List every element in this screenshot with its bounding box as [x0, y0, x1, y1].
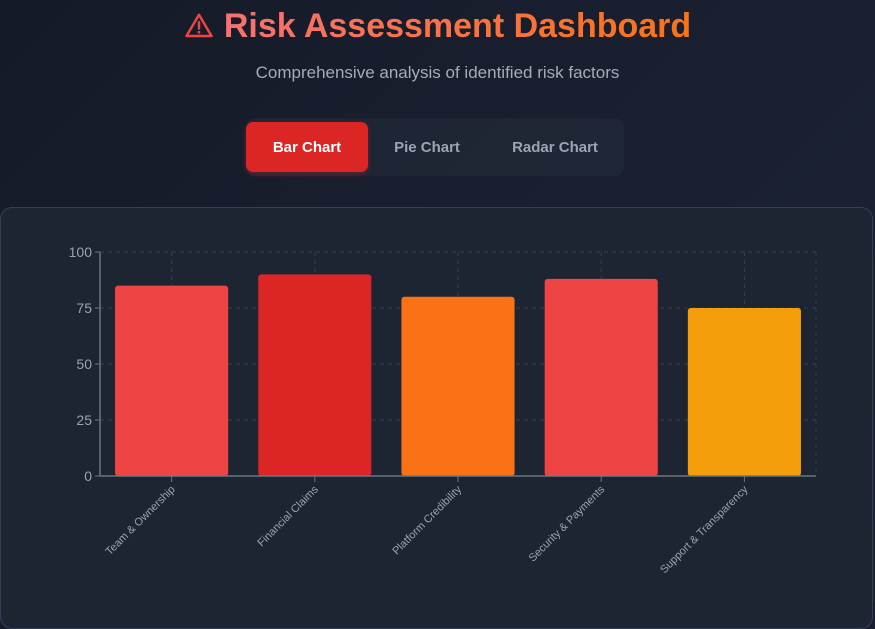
bar-chart: 0 25 50 75 100 Team & Ownership Financial Clai… — [69, 244, 817, 576]
y-tick-label: 75 — [76, 300, 92, 316]
bar[interactable] — [687, 308, 801, 476]
y-tick-label: 50 — [76, 356, 92, 372]
tab-pie-chart[interactable]: Pie Chart — [394, 138, 460, 156]
tab-radar-chart[interactable]: Radar Chart — [512, 138, 598, 156]
x-tick-label: Platform Credibility — [390, 483, 464, 557]
y-tick-label: 0 — [84, 468, 92, 484]
page-title-text: Risk Assessment Dashboard — [224, 4, 691, 48]
x-tick-label: Financial Claims — [255, 483, 321, 549]
y-tick-label: 100 — [69, 244, 93, 260]
y-tick-label: 25 — [76, 412, 92, 428]
page-subtitle: Comprehensive analysis of identified ris… — [255, 63, 620, 82]
x-tick-label: Team & Ownership — [104, 484, 178, 558]
x-tick-label: Support & Transparency — [658, 483, 751, 576]
bar[interactable] — [115, 285, 229, 476]
page-title: Risk Assessment Dashboard — [0, 4, 875, 48]
bar[interactable] — [258, 274, 372, 476]
bar[interactable] — [401, 296, 515, 476]
warning-triangle-icon — [185, 13, 213, 38]
x-tick-label: Security & Payments — [527, 483, 608, 564]
chart-type-tabs: Bar Chart Pie Chart Radar Chart — [246, 118, 624, 176]
bar[interactable] — [544, 278, 658, 476]
tab-bar-chart[interactable]: Bar Chart — [246, 122, 368, 172]
